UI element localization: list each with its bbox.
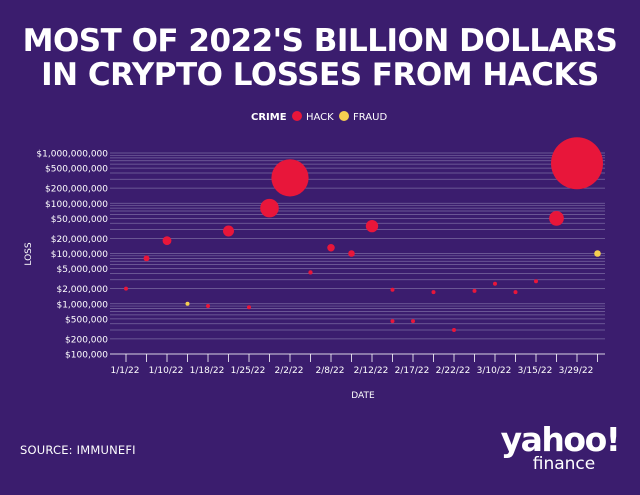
data-point-hack xyxy=(513,290,518,295)
chart-title-line-2: IN CRYPTO LOSSES FROM HACKS xyxy=(41,57,599,93)
data-point-hack xyxy=(162,236,172,246)
data-point-hack xyxy=(223,225,234,237)
y-tick-label: $5,000,000 xyxy=(56,265,108,275)
y-tick-label: $500,000 xyxy=(65,315,108,325)
data-point-hack xyxy=(247,305,251,310)
legend: CRIME HACK FRAUD xyxy=(251,111,387,123)
data-point-hack xyxy=(472,288,477,293)
x-tick-label: 1/18/22 xyxy=(190,366,225,376)
data-point-hack xyxy=(271,159,309,197)
y-tick-label: $100,000,000 xyxy=(45,200,108,210)
legend-label-fraud: FRAUD xyxy=(353,112,387,123)
data-point-hack xyxy=(411,319,415,324)
data-point-hack xyxy=(534,279,538,284)
data-point-hack xyxy=(206,304,210,309)
x-tick-label: 2/12/22 xyxy=(354,366,389,376)
data-point-fraud xyxy=(594,250,601,257)
data-point-hack xyxy=(390,319,395,324)
data-points xyxy=(124,137,603,333)
y-axis-tick-labels: $1,000,000,000 $500,000,000 $200,000,000 $1… xyxy=(36,150,108,361)
data-point-hack xyxy=(308,270,313,275)
x-axis-label: DATE xyxy=(351,391,375,401)
x-tick-label: 2/22/22 xyxy=(436,366,471,376)
y-axis-label: LOSS xyxy=(24,242,34,265)
y-tick-label: $50,000,000 xyxy=(51,215,109,225)
data-point-hack xyxy=(431,290,436,295)
data-point-hack xyxy=(260,198,279,218)
data-point-hack xyxy=(143,255,150,262)
x-tick-label: 2/8/22 xyxy=(316,366,345,376)
legend-label-hack: HACK xyxy=(306,112,334,123)
y-tick-label: $200,000,000 xyxy=(45,185,108,195)
data-point-hack xyxy=(124,286,128,291)
y-tick-label: $1,000,000 xyxy=(56,300,108,310)
x-axis: 1/1/22 1/10/22 1/18/22 1/25/22 2/2/22 2/8/22 2… xyxy=(110,353,605,376)
data-point-hack xyxy=(452,328,456,333)
legend-marker-fraud xyxy=(339,111,349,121)
x-tick-label: 1/1/22 xyxy=(111,366,140,376)
gridlines xyxy=(110,152,605,355)
y-tick-label: $200,000 xyxy=(65,335,108,345)
yahoo-finance-logo: yahoo! finance xyxy=(500,420,621,474)
x-tick-label: 2/17/22 xyxy=(395,366,430,376)
y-tick-label: $20,000,000 xyxy=(51,235,109,245)
y-tick-label: $2,000,000 xyxy=(56,285,108,295)
source-note: SOURCE: IMMUNEFI xyxy=(20,443,136,457)
x-tick-label: 3/10/22 xyxy=(477,366,512,376)
data-point-hack xyxy=(390,287,395,292)
y-tick-label: $100,000 xyxy=(65,351,108,361)
data-point-hack xyxy=(327,244,335,252)
data-point-fraud xyxy=(185,301,190,306)
data-point-hack xyxy=(549,211,564,226)
legend-title: CRIME xyxy=(251,112,287,123)
y-tick-label: $500,000,000 xyxy=(45,165,108,175)
data-point-hack xyxy=(348,250,355,257)
chart-title: MOST OF 2022'S BILLION DOLLARS IN CRYPTO… xyxy=(0,24,640,92)
logo-subtitle: finance xyxy=(532,454,596,474)
x-tick-label: 1/10/22 xyxy=(149,366,184,376)
x-tick-label: 3/29/22 xyxy=(559,366,594,376)
x-tick-label: 2/2/22 xyxy=(275,366,304,376)
data-point-hack xyxy=(493,281,497,286)
x-tick-label: 3/15/22 xyxy=(518,366,553,376)
data-point-hack xyxy=(365,220,379,233)
data-point-hack xyxy=(551,137,603,190)
legend-marker-hack xyxy=(292,111,302,121)
logo-wordmark: yahoo! xyxy=(500,420,621,459)
y-tick-label: $10,000,000 xyxy=(51,250,109,260)
y-tick-label: $1,000,000,000 xyxy=(36,150,108,160)
x-tick-label: 1/25/22 xyxy=(231,366,266,376)
chart-title-line-1: MOST OF 2022'S BILLION DOLLARS xyxy=(22,23,618,59)
